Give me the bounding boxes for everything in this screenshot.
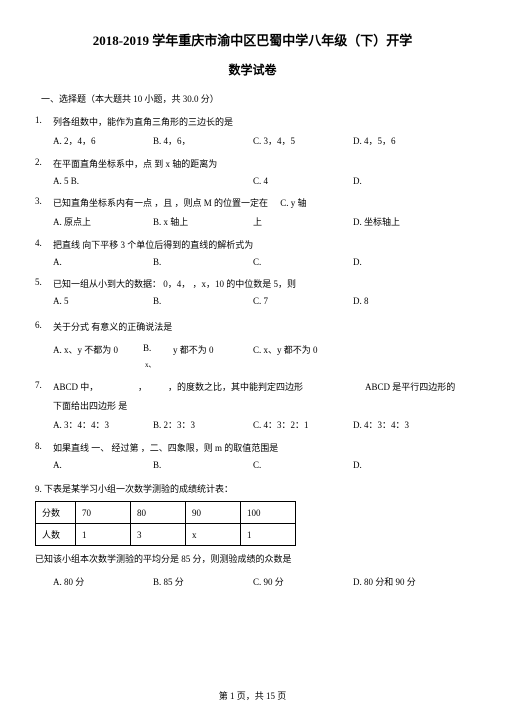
option-d: D. 80 分和 90 分: [353, 575, 453, 588]
table-cell: 人数: [36, 524, 76, 546]
option-d: D. 4：3：4：3: [353, 418, 453, 431]
option-b: B. 2：3：3: [153, 418, 253, 431]
question-right-note: C. y 轴: [280, 198, 306, 208]
question-7: 7. ABCD 中， ， ，的度数之比，其中能判定四边形 ABCD 是平行四边形…: [35, 380, 470, 393]
question-number: 1.: [35, 115, 53, 128]
option-a: A. 2，4，6: [53, 134, 153, 147]
question-text: ABCD 中， ， ，的度数之比，其中能判定四边形 ABCD 是平行四边形的: [53, 380, 470, 393]
question-number: 2.: [35, 157, 53, 170]
question-3: 3. 已知直角坐标系内有一点 ，且 ，则点 M 的位置一定在 C. y 轴: [35, 196, 470, 209]
option-c: 上: [253, 215, 353, 228]
option-a: A. 80 分: [53, 575, 153, 588]
q7-after: ，的度数之比，其中能判定四边形: [168, 380, 365, 393]
question-7-sub: 下面给出四边形 是: [53, 399, 470, 412]
section-header: 一、选择题（本大题共 10 小题，共 30.0 分）: [41, 92, 470, 105]
question-4-options: A. B. C. D.: [53, 257, 470, 267]
option-d: D.: [353, 257, 453, 267]
question-5: 5. 已知一组从小到大的数据： 0，4， ，x，10 的中位数是 5，则: [35, 277, 470, 290]
question-8-options: A. B. C. D.: [53, 460, 470, 470]
question-5-options: A. 5 B. C. 7 D. 8: [53, 296, 470, 306]
option-b: B. 4，6，: [153, 134, 253, 147]
option-c: C. 90 分: [253, 575, 353, 588]
option-d: D. 8: [353, 296, 453, 306]
question-2: 2. 在平面直角坐标系中，点 到 x 轴的距离为: [35, 157, 470, 170]
option-b: [153, 176, 253, 186]
question-text: 在平面直角坐标系中，点 到 x 轴的距离为: [53, 157, 470, 170]
question-text-span: 已知直角坐标系内有一点 ，且 ，则点 M 的位置一定在: [53, 198, 268, 208]
option-a: A.: [53, 460, 153, 470]
question-9-note: 已知该小组本次数学测验的平均分是 85 分，则测验成绩的众数是: [35, 552, 470, 565]
question-number: 4.: [35, 238, 53, 251]
option-b: B.: [153, 296, 253, 306]
question-number: 3.: [35, 196, 53, 209]
option-d: D.: [353, 176, 453, 186]
option-c: C.: [253, 460, 353, 470]
question-7-options: A. 3：4：4：3 B. 2：3：3 C. 4：3：2：1 D. 4：3：4：…: [53, 418, 470, 431]
question-1: 1. 列各组数中，能作为直角三角形的三边长的是: [35, 115, 470, 128]
option-a: A. 原点上: [53, 215, 153, 228]
option-c: C. 4: [253, 176, 353, 186]
q7-right: ABCD 是平行四边形的: [365, 380, 470, 393]
option-c: C. 4：3：2：1: [253, 418, 353, 431]
question-text: 列各组数中，能作为直角三角形的三边长的是: [53, 115, 470, 128]
q7-mid: ABCD 中，: [53, 380, 138, 393]
question-6-options-row1: A. x、y 不都为 0 B. y 都不为 0 C. x、y 都不为 0: [53, 343, 470, 356]
table-cell: 1: [76, 524, 131, 546]
option-a: A.: [53, 257, 153, 267]
q7-comma: ，: [138, 380, 168, 393]
option-d: D.: [353, 460, 453, 470]
table-cell: 80: [131, 502, 186, 524]
option-b: B.: [153, 460, 253, 470]
option-b: B. 85 分: [153, 575, 253, 588]
option-c: C.: [253, 257, 353, 267]
option-c: C. 7: [253, 296, 353, 306]
question-number: 8.: [35, 441, 53, 454]
question-9-intro: 9. 下表是某学习小组一次数学测验的成绩统计表：: [35, 482, 470, 495]
option-c: C. x、y 都不为 0: [253, 343, 470, 356]
option-d: D. 4，5，6: [353, 134, 453, 147]
option-a: A. x、y 不都为 0: [53, 343, 143, 356]
table-row: 人数 1 3 x 1: [36, 524, 296, 546]
table-cell: 1: [241, 524, 296, 546]
table-cell: 3: [131, 524, 186, 546]
question-8: 8. 如果直线 一、 经过第 ，二、四象限，则 m 的取值范围是: [35, 441, 470, 454]
question-number: 7.: [35, 380, 53, 393]
score-table: 分数 70 80 90 100 人数 1 3 x 1: [35, 501, 296, 546]
page-footer: 第 1 页，共 15 页: [0, 689, 505, 702]
question-text: 如果直线 一、 经过第 ，二、四象限，则 m 的取值范围是: [53, 441, 470, 454]
question-text: 关于分式 有意义的正确说法是: [53, 320, 470, 333]
table-cell: 70: [76, 502, 131, 524]
question-6-sub: x、: [145, 360, 470, 370]
page-title: 2018-2019 学年重庆市渝中区巴蜀中学八年级（下）开学: [35, 30, 470, 49]
question-number: 5.: [35, 277, 53, 290]
option-b: B.: [153, 257, 253, 267]
option-d: D. 坐标轴上: [353, 215, 453, 228]
option-b: B. x 轴上: [153, 215, 253, 228]
question-1-options: A. 2，4，6 B. 4，6， C. 3，4，5 D. 4，5，6: [53, 134, 470, 147]
question-4: 4. 把直线 向下平移 3 个单位后得到的直线的解析式为: [35, 238, 470, 251]
table-cell: x: [186, 524, 241, 546]
question-3-options: A. 原点上 B. x 轴上 上 D. 坐标轴上: [53, 215, 470, 228]
option-c: C. 3，4，5: [253, 134, 353, 147]
question-2-options: A. 5 B. C. 4 D.: [53, 176, 470, 186]
table-row: 分数 70 80 90 100: [36, 502, 296, 524]
option-a: A. 3：4：4：3: [53, 418, 153, 431]
table-cell: 分数: [36, 502, 76, 524]
question-9-options: A. 80 分 B. 85 分 C. 90 分 D. 80 分和 90 分: [53, 575, 470, 588]
page-subtitle: 数学试卷: [35, 61, 470, 78]
option-a: A. 5: [53, 296, 153, 306]
question-text: 已知一组从小到大的数据： 0，4， ，x，10 的中位数是 5，则: [53, 277, 470, 290]
table-cell: 90: [186, 502, 241, 524]
option-a: A. 5 B.: [53, 176, 153, 186]
question-text: 把直线 向下平移 3 个单位后得到的直线的解析式为: [53, 238, 470, 251]
table-cell: 100: [241, 502, 296, 524]
question-text: 已知直角坐标系内有一点 ，且 ，则点 M 的位置一定在 C. y 轴: [53, 196, 470, 209]
question-6: 6. 关于分式 有意义的正确说法是: [35, 320, 470, 333]
option-b-mid: y 都不为 0: [173, 343, 253, 356]
question-number: 6.: [35, 320, 53, 333]
option-b-pre: B.: [143, 343, 173, 356]
